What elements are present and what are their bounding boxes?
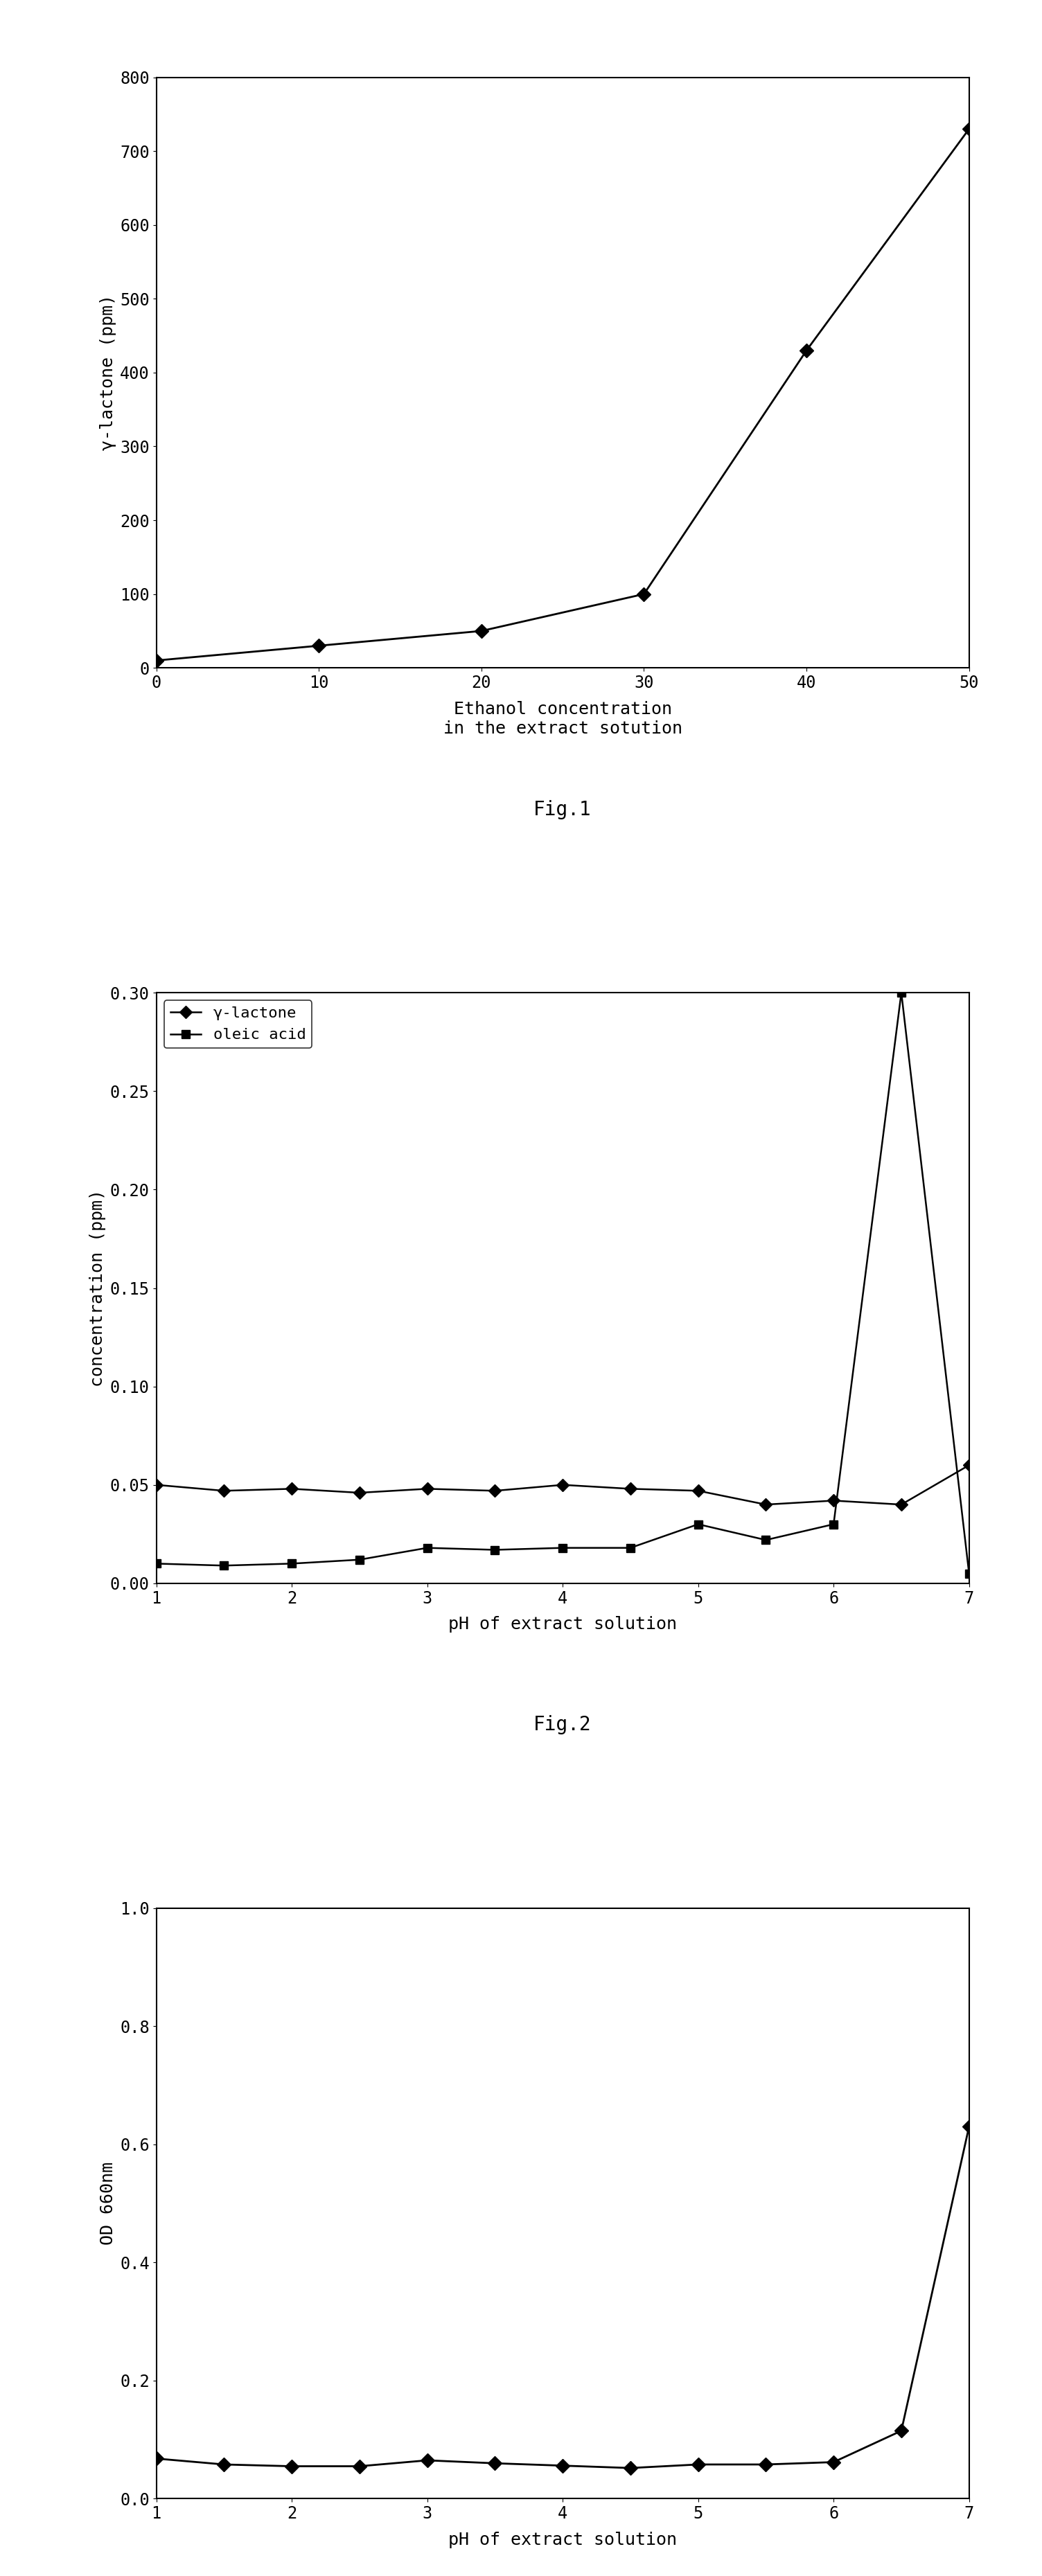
X-axis label: pH of extract solution: pH of extract solution: [448, 2532, 677, 2548]
γ-lactone: [895, 1489, 908, 1520]
γ-lactone: [556, 1468, 569, 1499]
oleic acid: [624, 1533, 637, 1564]
γ-lactone: [624, 1473, 637, 1504]
oleic acid: [421, 1533, 433, 1564]
γ-lactone: [489, 1476, 501, 1507]
oleic acid: [556, 1533, 569, 1564]
γ-lactone: [353, 1476, 366, 1507]
oleic acid: [353, 1543, 366, 1574]
oleic acid: [150, 1548, 163, 1579]
γ-lactone: [286, 1473, 298, 1504]
Text: Fig.1: Fig.1: [534, 801, 592, 819]
Line: oleic acid: oleic acid: [152, 989, 973, 1577]
γ-lactone: [692, 1476, 704, 1507]
oleic acid: [895, 976, 908, 1007]
γ-lactone: [218, 1476, 230, 1507]
Line: γ-lactone: γ-lactone: [152, 1461, 973, 1510]
oleic acid: [286, 1548, 298, 1579]
Text: Fig.2: Fig.2: [534, 1716, 592, 1734]
γ-lactone: [760, 1489, 772, 1520]
Y-axis label: γ-lactone (ppm): γ-lactone (ppm): [99, 294, 116, 451]
γ-lactone: [827, 1486, 840, 1517]
X-axis label: Ethanol concentration
in the extract sotution: Ethanol concentration in the extract sot…: [443, 701, 683, 737]
γ-lactone: [963, 1450, 975, 1481]
oleic acid: [827, 1510, 840, 1540]
γ-lactone: [150, 1468, 163, 1499]
oleic acid: [692, 1510, 704, 1540]
oleic acid: [218, 1551, 230, 1582]
Y-axis label: concentration (ppm): concentration (ppm): [90, 1190, 106, 1386]
oleic acid: [760, 1525, 772, 1556]
oleic acid: [489, 1535, 501, 1566]
γ-lactone: [421, 1473, 433, 1504]
oleic acid: [963, 1558, 975, 1589]
Y-axis label: OD 660nm: OD 660nm: [99, 2161, 116, 2244]
Legend: γ-lactone, oleic acid: γ-lactone, oleic acid: [164, 999, 313, 1048]
X-axis label: pH of extract solution: pH of extract solution: [448, 1615, 677, 1633]
